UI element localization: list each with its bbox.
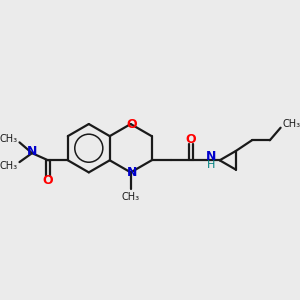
Text: CH₃: CH₃	[122, 192, 140, 202]
Text: O: O	[43, 174, 53, 188]
Text: O: O	[186, 133, 196, 146]
Text: O: O	[126, 118, 137, 130]
Text: CH₃: CH₃	[282, 119, 300, 129]
Text: CH₃: CH₃	[0, 134, 18, 144]
Text: N: N	[126, 166, 137, 179]
Text: N: N	[206, 150, 216, 163]
Text: N: N	[27, 145, 37, 158]
Text: CH₃: CH₃	[0, 161, 18, 171]
Text: H: H	[207, 160, 215, 170]
